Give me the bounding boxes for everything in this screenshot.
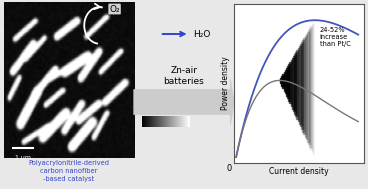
Bar (291, 60, 293, 106)
Bar (280, 78, 282, 83)
Bar (293, 56, 295, 111)
Text: 1 μm: 1 μm (15, 155, 31, 160)
Text: 24-52%
increase
than Pt/C: 24-52% increase than Pt/C (320, 27, 351, 47)
Bar (283, 74, 284, 88)
Text: Polyacrylonitrile-derived
carbon nanofiber
-based catalyst: Polyacrylonitrile-derived carbon nanofib… (28, 160, 110, 182)
Bar (284, 72, 286, 91)
Bar (305, 36, 306, 137)
Bar (312, 24, 313, 152)
Bar (288, 64, 290, 101)
Bar (298, 48, 299, 121)
Text: O₂: O₂ (109, 5, 120, 13)
Bar (307, 32, 309, 142)
Bar (286, 68, 288, 96)
Bar (297, 50, 298, 119)
X-axis label: Current density: Current density (269, 167, 329, 176)
Bar (290, 62, 291, 103)
Bar (300, 44, 302, 126)
Bar (308, 30, 310, 144)
Bar (299, 46, 301, 124)
Bar (287, 66, 289, 98)
Bar (295, 52, 297, 116)
Text: Zn-air
batteries: Zn-air batteries (164, 66, 204, 86)
Bar (302, 40, 304, 132)
Bar (313, 22, 315, 155)
Text: 0: 0 (226, 164, 232, 173)
Bar (309, 28, 311, 147)
Bar (310, 26, 312, 149)
Bar (294, 54, 296, 114)
Bar (285, 70, 287, 93)
Y-axis label: Power density: Power density (220, 56, 230, 110)
Bar (306, 34, 308, 139)
Bar (292, 58, 294, 108)
Bar (304, 38, 305, 134)
Bar (301, 42, 303, 129)
Bar (281, 76, 283, 86)
Text: H₂O: H₂O (193, 29, 210, 39)
